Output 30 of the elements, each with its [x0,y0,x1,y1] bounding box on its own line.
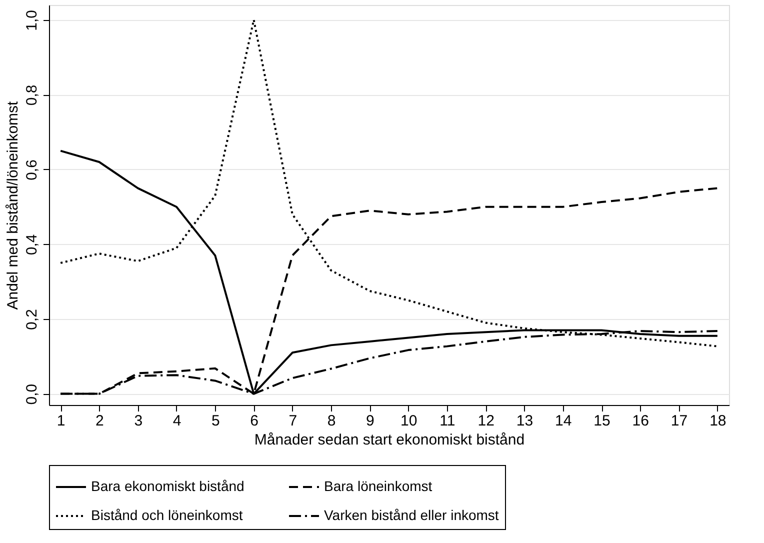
legend-label: Varken bistånd eller inkomst [324,507,499,523]
legend-label: Bistånd och löneinkomst [91,507,243,523]
y-tick-label: 0,0 [24,384,40,405]
x-tick-label: 5 [211,412,220,430]
x-tick-label: 12 [478,412,494,430]
x-tick-label: 7 [288,412,298,430]
y-tick-label: 0,6 [24,160,40,180]
x-tick-label: 11 [440,412,456,430]
x-tick-label: 4 [172,412,182,430]
x-tick-label: 15 [594,412,610,430]
y-axis-title: Andel med bistånd/löneinkomst [4,100,22,310]
x-tick-label: 17 [670,412,688,430]
legend-label: Bara ekonomiskt bistånd [91,478,244,494]
y-tick-label: 0,4 [24,234,40,256]
x-axis-title: Månader sedan start ekonomiskt bistånd [254,432,525,448]
y-tick-label: 0,2 [24,309,40,330]
x-tick-label: 16 [632,412,649,430]
x-tick-label: 3 [134,412,143,430]
x-tick-label: 9 [366,412,374,430]
y-tick-label: 1,0 [24,10,40,31]
legend-label: Bara löneinkomst [324,478,432,494]
x-tick-label: 18 [710,412,726,430]
x-tick-label: 8 [327,412,336,430]
x-tick-label: 10 [400,412,418,430]
x-tick-label: 6 [250,412,258,430]
x-tick-label: 2 [96,412,104,430]
x-tick-label: 14 [555,412,572,430]
x-tick-label: 13 [516,412,534,430]
y-tick-label: 0,8 [24,84,40,106]
x-tick-label: 1 [56,412,66,430]
